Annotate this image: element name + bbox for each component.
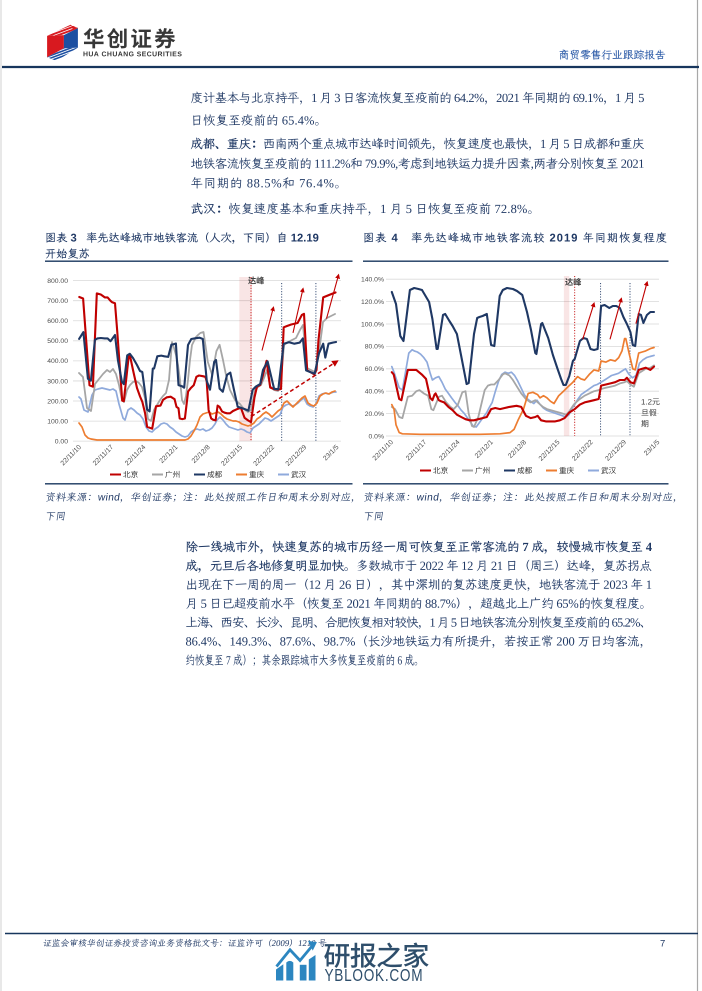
svg-text:YBLOOK.COM: YBLOOK.COM [325, 967, 424, 986]
svg-text:60.0%: 60.0% [365, 366, 384, 373]
svg-text:0.0%: 0.0% [369, 433, 385, 440]
svg-text:140.0%: 140.0% [361, 277, 384, 284]
svg-text:700.00: 700.00 [47, 298, 68, 305]
svg-text:300.00: 300.00 [47, 378, 68, 385]
svg-text:120.0%: 120.0% [361, 299, 384, 306]
svg-text:800.00: 800.00 [47, 278, 68, 285]
svg-text:100.00: 100.00 [47, 418, 68, 425]
svg-text:600.00: 600.00 [47, 318, 68, 325]
svg-text:200.00: 200.00 [47, 398, 68, 405]
svg-text:100.0%: 100.0% [361, 321, 384, 328]
svg-text:40.0%: 40.0% [365, 389, 384, 396]
svg-text:80.0%: 80.0% [365, 344, 384, 351]
svg-text:500.00: 500.00 [47, 338, 68, 345]
svg-text:400.00: 400.00 [47, 358, 68, 365]
svg-text:0.00: 0.00 [55, 439, 68, 446]
svg-text:7: 7 [660, 939, 665, 950]
svg-text:20.0%: 20.0% [365, 411, 384, 418]
